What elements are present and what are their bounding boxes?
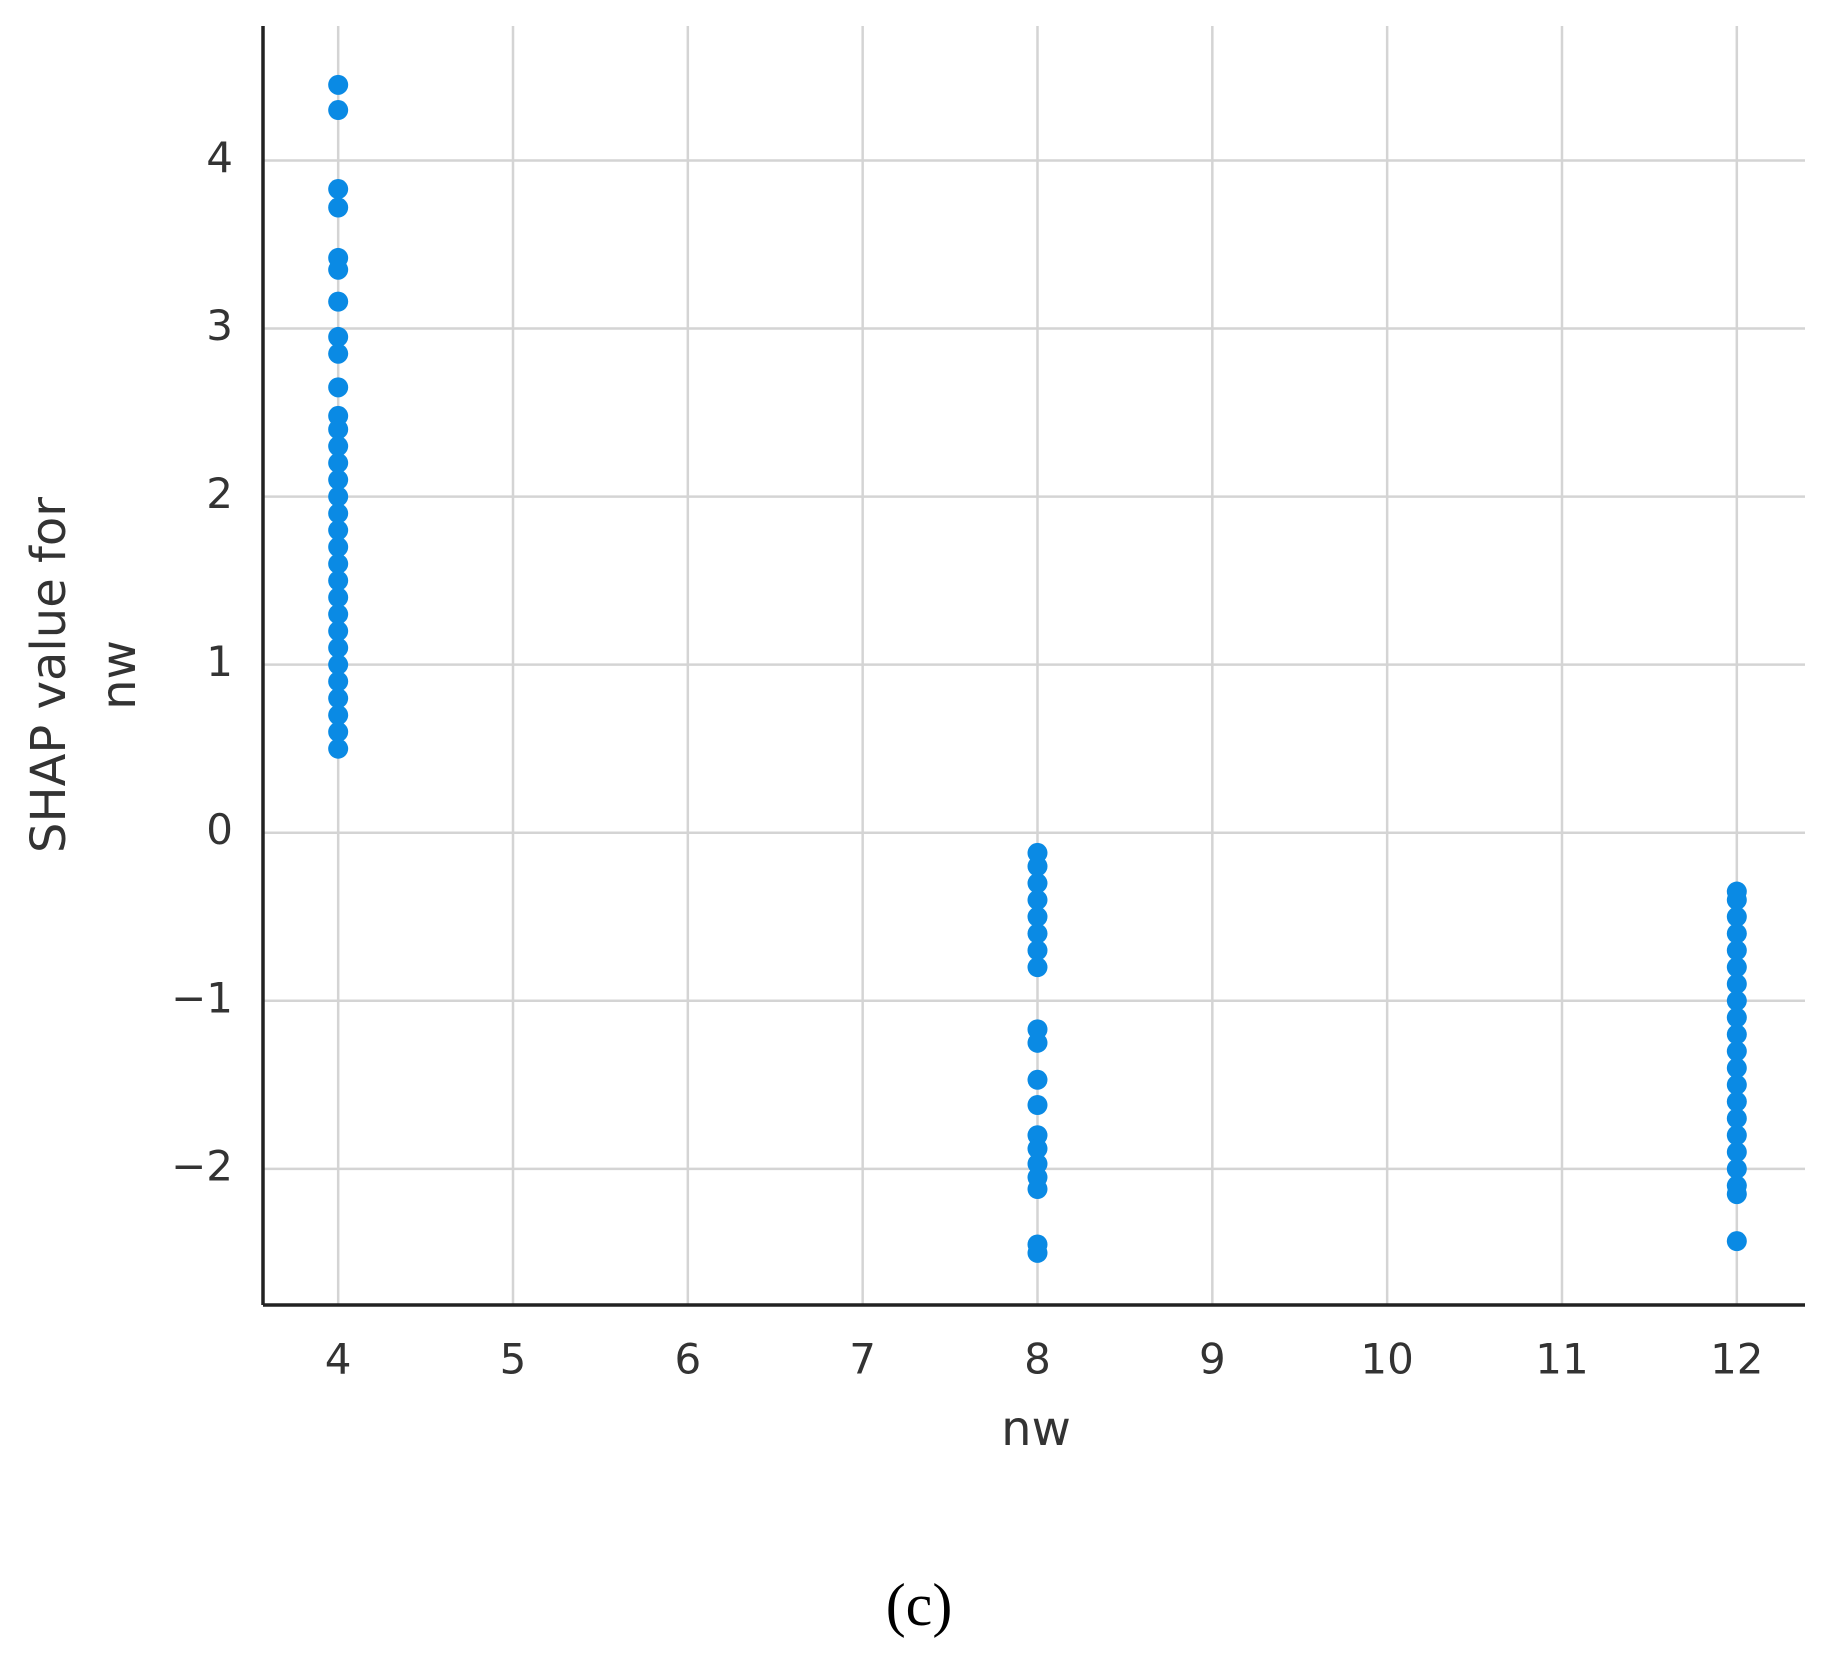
point — [328, 621, 349, 642]
point — [1726, 957, 1747, 978]
point — [1027, 1094, 1048, 1115]
point — [1027, 889, 1048, 910]
point — [1027, 1032, 1048, 1053]
y-tick-label: 3 — [206, 301, 233, 350]
point — [1726, 1074, 1747, 1095]
point — [1027, 1242, 1048, 1263]
point — [1726, 1184, 1747, 1205]
point — [328, 721, 349, 742]
y-axis-label: nw — [91, 640, 147, 710]
y-tick-label: −2 — [171, 1141, 233, 1190]
point — [1726, 889, 1747, 910]
y-axis-label: SHAP value for — [21, 497, 77, 853]
point — [328, 738, 349, 759]
point — [328, 419, 349, 440]
x-tick-label: 10 — [1360, 1335, 1413, 1384]
point — [328, 377, 349, 398]
x-tick-label: 11 — [1535, 1335, 1588, 1384]
point — [328, 671, 349, 692]
point — [328, 688, 349, 709]
point — [1027, 873, 1048, 894]
point — [1726, 906, 1747, 927]
x-tick-label: 4 — [325, 1335, 352, 1384]
point — [1726, 1024, 1747, 1045]
point — [1027, 923, 1048, 944]
point — [328, 604, 349, 625]
x-tick-label: 7 — [849, 1335, 876, 1384]
y-tick-label: 4 — [206, 133, 233, 182]
point — [1726, 990, 1747, 1011]
point — [1726, 940, 1747, 961]
point — [328, 469, 349, 490]
y-tick-label: 1 — [206, 637, 233, 686]
y-tick-label: 0 — [206, 805, 233, 854]
point — [328, 587, 349, 608]
caption: (c) — [886, 1572, 953, 1638]
point — [1726, 1125, 1747, 1146]
point — [1726, 1231, 1747, 1252]
point — [1027, 1179, 1048, 1200]
point — [328, 537, 349, 558]
y-tick-label: 2 — [206, 469, 233, 518]
x-tick-label: 12 — [1710, 1335, 1763, 1384]
point — [328, 654, 349, 675]
y-tick-label: −1 — [171, 973, 233, 1022]
point — [328, 343, 349, 364]
point — [1726, 973, 1747, 994]
point — [328, 705, 349, 726]
point — [328, 452, 349, 473]
point — [1027, 957, 1048, 978]
point — [1726, 1142, 1747, 1163]
x-axis-label: nw — [1001, 1401, 1071, 1457]
point — [328, 291, 349, 312]
point — [1726, 1007, 1747, 1028]
point — [328, 197, 349, 218]
point — [328, 100, 349, 121]
point — [328, 637, 349, 658]
x-tick-label: 6 — [674, 1335, 701, 1384]
point — [1027, 1069, 1048, 1090]
x-tick-label: 5 — [500, 1335, 527, 1384]
x-tick-label: 8 — [1024, 1335, 1051, 1384]
point — [1027, 856, 1048, 877]
point — [1726, 1158, 1747, 1179]
point — [1027, 906, 1048, 927]
point — [328, 570, 349, 591]
point — [328, 520, 349, 541]
point — [1726, 1041, 1747, 1062]
x-tick-label: 9 — [1199, 1335, 1226, 1384]
point — [1726, 1091, 1747, 1112]
point — [1027, 1138, 1048, 1159]
point — [328, 259, 349, 280]
point — [328, 486, 349, 507]
point — [1726, 1108, 1747, 1129]
point — [328, 74, 349, 95]
point — [328, 503, 349, 524]
point — [1027, 940, 1048, 961]
point — [1726, 923, 1747, 944]
point — [328, 179, 349, 200]
point — [328, 326, 349, 347]
point — [328, 553, 349, 574]
point — [328, 436, 349, 457]
point — [1726, 1058, 1747, 1079]
